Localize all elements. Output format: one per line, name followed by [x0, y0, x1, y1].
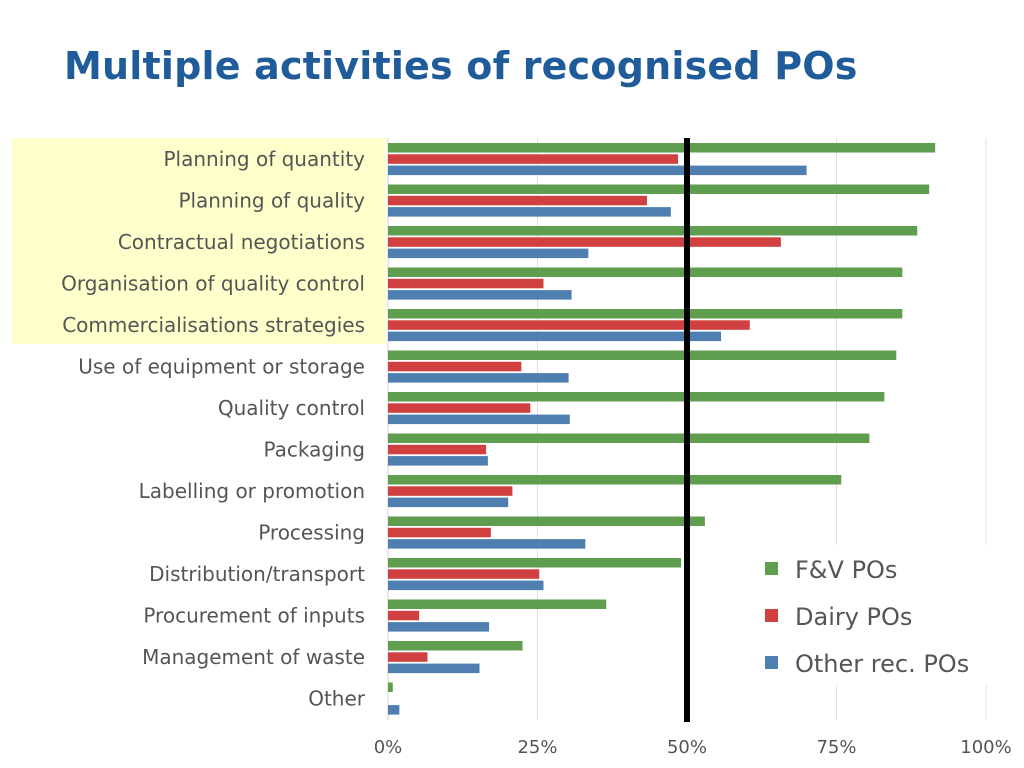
- bar-other-rec-pos-12: [388, 663, 480, 674]
- legend-background: [745, 545, 1005, 685]
- bar-f-v-pos-8: [388, 475, 842, 485]
- category-labels: Planning of quantity Planning of quality C…: [61, 147, 366, 711]
- bar-f-v-pos-4: [388, 309, 903, 319]
- bar-f-v-pos-1: [388, 184, 930, 194]
- bar-other-rec-pos-1: [388, 207, 671, 217]
- legend-swatch-dairy-pos: [765, 609, 778, 622]
- x-tick-label-0: 0%: [374, 737, 403, 758]
- category-label-10: Distribution/transport: [149, 562, 365, 586]
- category-label-1: Planning of quality: [178, 189, 365, 213]
- bars: [388, 143, 936, 715]
- bar-f-v-pos-0: [388, 143, 936, 153]
- bar-other-rec-pos-0: [388, 165, 807, 176]
- category-label-2: Contractual negotiations: [118, 230, 365, 254]
- category-label-5: Use of equipment or storage: [78, 355, 365, 379]
- bar-f-v-pos-5: [388, 350, 897, 360]
- bar-other-rec-pos-3: [388, 290, 572, 300]
- category-label-3: Organisation of quality control: [61, 272, 365, 296]
- category-label-13: Other: [308, 687, 366, 711]
- bar-other-rec-pos-6: [388, 414, 570, 425]
- tick-labels: 0% 25% 50% 75% 100%: [374, 737, 1012, 758]
- bar-dairy-pos-0: [388, 154, 679, 164]
- legend-label-dairy-pos: Dairy POs: [795, 603, 912, 631]
- bar-other-rec-pos-9: [388, 539, 586, 549]
- legend-swatch-f-v-pos: [765, 562, 778, 575]
- bar-dairy-pos-4: [388, 320, 750, 330]
- bar-f-v-pos-3: [388, 267, 903, 277]
- bar-dairy-pos-12: [388, 652, 428, 662]
- bar-f-v-pos-11: [388, 599, 607, 609]
- bar-dairy-pos-7: [388, 444, 487, 455]
- bar-dairy-pos-8: [388, 486, 513, 496]
- bar-dairy-pos-10: [388, 569, 540, 579]
- bar-f-v-pos-2: [388, 226, 918, 236]
- legend-label-other-rec-pos: Other rec. POs: [795, 650, 969, 678]
- bar-dairy-pos-11: [388, 610, 420, 621]
- x-tick-label-50: 50%: [667, 737, 707, 758]
- bar-dairy-pos-3: [388, 278, 544, 289]
- legend-label-f-v-pos: F&V POs: [795, 556, 897, 584]
- legend-swatch-other-rec-pos: [765, 656, 778, 669]
- legend: F&V POs Dairy POs Other rec. POs: [745, 545, 1005, 685]
- bar-f-v-pos-12: [388, 641, 523, 651]
- bar-dairy-pos-2: [388, 237, 781, 247]
- category-label-4: Commercialisations strategies: [62, 313, 365, 337]
- bar-f-v-pos-6: [388, 392, 885, 402]
- chart-title: Multiple activities of recognised POs: [64, 44, 858, 88]
- category-label-7: Packaging: [263, 438, 365, 462]
- category-label-8: Labelling or promotion: [139, 479, 365, 503]
- bar-other-rec-pos-2: [388, 248, 589, 259]
- bar-other-rec-pos-11: [388, 622, 490, 632]
- bar-dairy-pos-6: [388, 403, 531, 413]
- bar-dairy-pos-9: [388, 527, 491, 538]
- bar-f-v-pos-9: [388, 516, 705, 526]
- highlight-box: [12, 138, 386, 344]
- bar-f-v-pos-13: [388, 682, 393, 692]
- category-label-11: Procurement of inputs: [143, 604, 365, 628]
- bar-other-rec-pos-5: [388, 373, 569, 383]
- category-label-9: Processing: [258, 521, 365, 545]
- category-label-6: Quality control: [218, 396, 365, 420]
- bar-dairy-pos-5: [388, 361, 522, 372]
- bar-f-v-pos-10: [388, 558, 682, 568]
- x-tick-label-75: 75%: [816, 737, 856, 758]
- category-label-12: Management of waste: [142, 645, 365, 669]
- bar-f-v-pos-7: [388, 433, 870, 443]
- bar-other-rec-pos-8: [388, 497, 509, 508]
- x-tick-label-100: 100%: [960, 737, 1011, 758]
- bar-other-rec-pos-4: [388, 331, 722, 342]
- x-tick-label-25: 25%: [517, 737, 557, 758]
- bar-dairy-pos-1: [388, 195, 647, 206]
- category-label-0: Planning of quantity: [163, 147, 365, 171]
- bar-other-rec-pos-13: [388, 705, 400, 715]
- bar-other-rec-pos-7: [388, 456, 488, 466]
- bar-other-rec-pos-10: [388, 580, 544, 591]
